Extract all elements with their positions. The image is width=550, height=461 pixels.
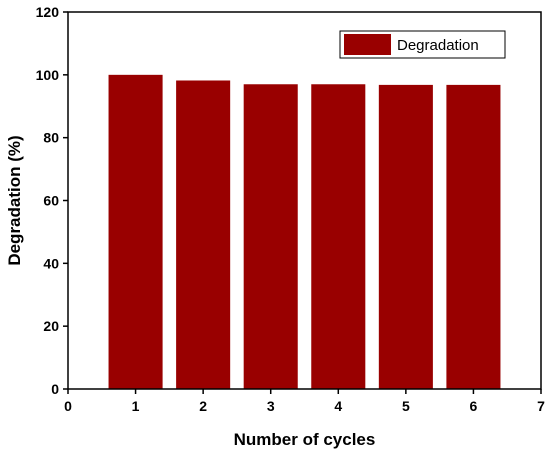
bars-group — [108, 74, 501, 390]
x-tick-label: 4 — [334, 398, 342, 414]
y-axis-title: Degradation (%) — [5, 135, 24, 265]
y-axis: 0 20 40 60 80 100 120 — [36, 4, 68, 397]
legend: Degradation — [339, 30, 506, 59]
bar-cycle-2 — [176, 80, 231, 389]
x-tick-label: 2 — [199, 398, 207, 414]
y-tick-label: 60 — [43, 193, 59, 209]
bar-cycle-3 — [243, 84, 298, 389]
x-tick-label: 0 — [64, 398, 72, 414]
bar-cycle-1 — [108, 74, 163, 389]
x-tick-label: 6 — [470, 398, 478, 414]
y-tick-label: 120 — [36, 4, 60, 20]
x-tick-label: 1 — [132, 398, 140, 414]
y-tick-label: 100 — [36, 67, 60, 83]
y-tick-label: 0 — [51, 381, 59, 397]
x-tick-label: 5 — [402, 398, 410, 414]
x-tick-label: 3 — [267, 398, 275, 414]
bar-cycle-5 — [378, 84, 433, 390]
bar-cycle-4 — [311, 84, 366, 389]
y-tick-label: 40 — [43, 255, 59, 271]
y-tick-label: 20 — [43, 318, 59, 334]
x-tick-label: 7 — [537, 398, 545, 414]
bar-cycle-6 — [446, 84, 501, 390]
x-axis: 0 1 2 3 4 5 6 7 — [64, 389, 545, 414]
x-axis-title: Number of cycles — [234, 430, 376, 449]
legend-swatch-degradation — [344, 34, 391, 55]
y-tick-label: 80 — [43, 130, 59, 146]
legend-label-degradation: Degradation — [397, 37, 479, 54]
